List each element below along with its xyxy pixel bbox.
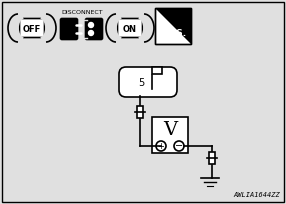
Circle shape [156,141,166,151]
Text: DISCONNECT: DISCONNECT [61,10,103,16]
Bar [155,8,191,44]
Text: +: + [158,142,164,151]
Bar [152,117,188,153]
FancyBboxPatch shape [119,67,177,97]
Text: T.S.: T.S. [169,29,187,38]
Bar [155,8,191,44]
Text: OFF: OFF [23,24,41,33]
Circle shape [88,31,94,35]
FancyBboxPatch shape [61,19,78,40]
Text: AWLIA1644ZZ: AWLIA1644ZZ [233,192,280,198]
Text: 5: 5 [138,78,144,88]
FancyBboxPatch shape [86,19,102,40]
Bar [209,152,215,164]
Circle shape [174,141,184,151]
FancyBboxPatch shape [118,19,142,38]
Text: V: V [163,121,177,139]
Circle shape [88,22,94,28]
Bar [137,106,143,118]
Polygon shape [155,8,191,44]
FancyBboxPatch shape [19,19,45,38]
Text: ON: ON [123,24,137,33]
Text: −: − [175,142,183,152]
Bar [152,67,162,74]
